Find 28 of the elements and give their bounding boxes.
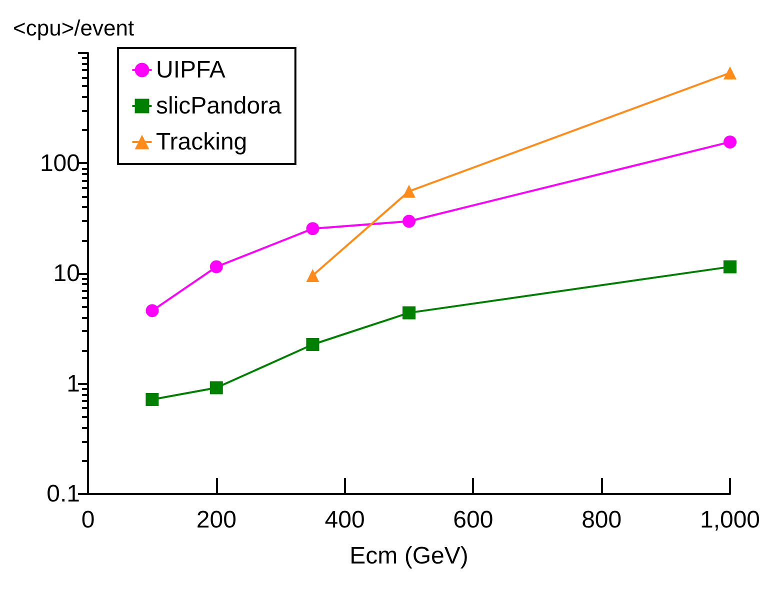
point (402, 306, 416, 320)
x-tick-label: 1,000 (700, 506, 760, 534)
point (402, 214, 416, 228)
x-tick-label: 400 (324, 506, 365, 534)
point (724, 135, 736, 148)
y-axis-title: <cpu>/event (13, 16, 134, 40)
point (306, 222, 320, 236)
point (306, 338, 320, 351)
x-tick-label: 600 (453, 506, 494, 534)
y-tick-label: 10 (53, 260, 80, 287)
point (210, 381, 223, 394)
x-tick-label: 0 (81, 506, 95, 534)
y-tick-label: 1 (66, 370, 80, 398)
point (210, 260, 223, 274)
y-tick-label: 100 (40, 150, 80, 177)
x-tick-label: 200 (196, 506, 236, 534)
point (724, 260, 736, 274)
legend-label: slicPandora (156, 92, 282, 120)
point (306, 268, 320, 282)
x-axis-title: Ecm (GeV) (350, 542, 468, 570)
legend-label: Tracking (156, 128, 248, 156)
x-tick-label: 800 (582, 506, 622, 534)
legend-label: UIPFA (156, 56, 226, 84)
point (146, 392, 159, 406)
point (146, 304, 159, 318)
y-tick-label: 0.1 (46, 480, 80, 508)
point (724, 66, 736, 80)
point (402, 184, 416, 198)
